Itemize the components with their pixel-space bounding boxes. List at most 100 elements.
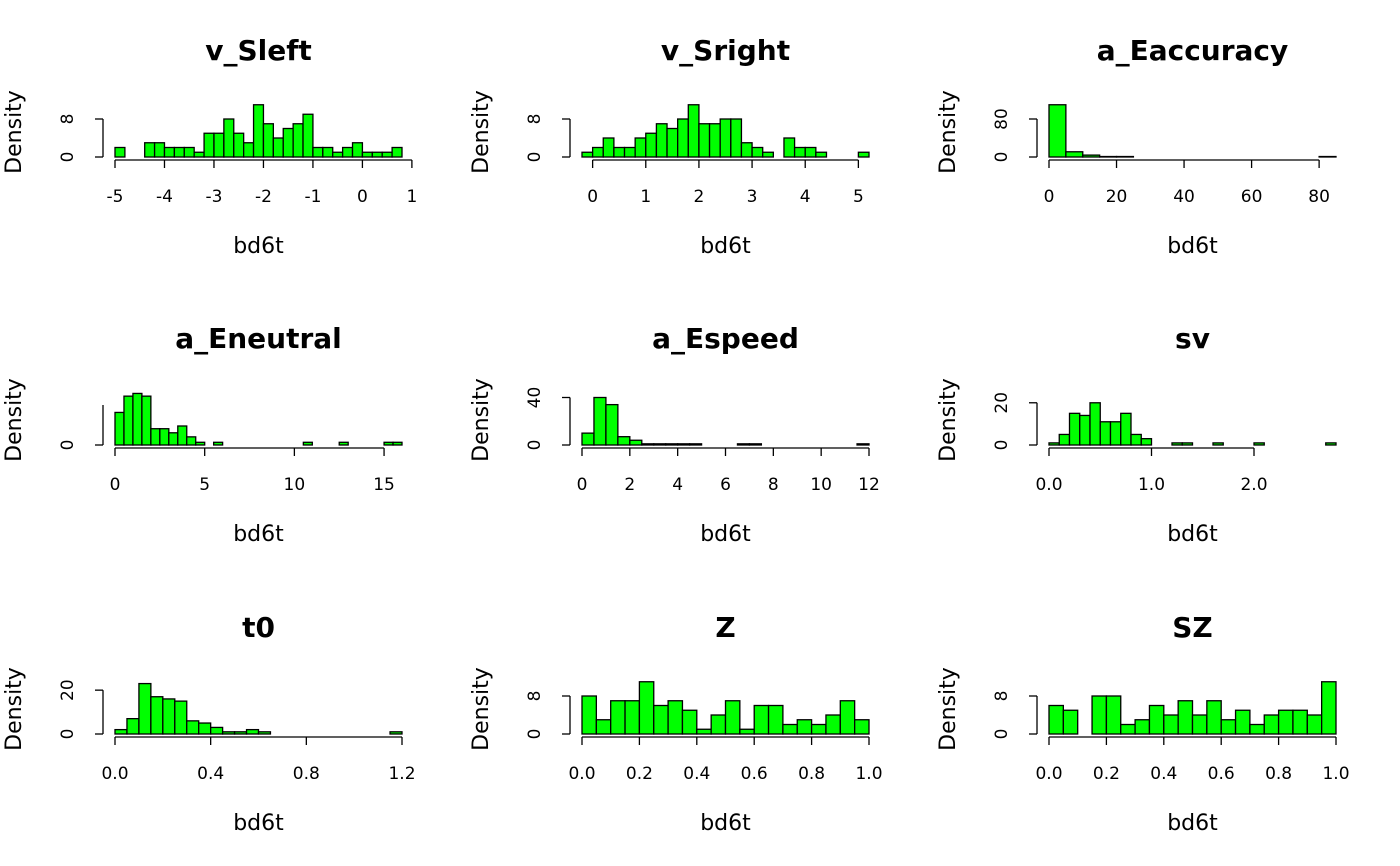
bar — [591, 146, 604, 158]
bar — [1140, 438, 1153, 446]
x-tick-label: 15 — [373, 475, 395, 495]
y-tick-label: 0 — [58, 440, 78, 451]
bar — [153, 142, 166, 158]
bar — [1068, 412, 1081, 446]
bar — [1120, 723, 1136, 735]
bar — [391, 146, 403, 158]
bar — [641, 443, 655, 446]
x-axis-label: bd6t — [233, 234, 284, 259]
y-tick-label: 8 — [992, 691, 1012, 702]
bar — [617, 436, 631, 446]
bar — [193, 151, 205, 158]
x-axis-label: bd6t — [700, 522, 751, 547]
bar — [762, 151, 774, 158]
bar — [739, 728, 755, 735]
y-tick-label: 8 — [525, 691, 545, 702]
bar — [233, 731, 248, 735]
y-axis-label: Density — [936, 378, 961, 462]
bar — [610, 700, 626, 735]
bar — [223, 118, 235, 158]
bar — [392, 441, 403, 446]
x-tick-label: 4 — [800, 187, 811, 207]
bar — [257, 731, 272, 735]
bar — [1058, 433, 1071, 446]
x-tick-label: 2 — [694, 187, 705, 207]
histogram-panel: v_Sright bd6t Density 0 1 2 3 4 5 0 8 — [469, 34, 870, 259]
y-axis-label: Density — [936, 90, 961, 174]
y-tick-label: 0 — [992, 440, 1012, 451]
panel-title: a_Eaccuracy — [1097, 34, 1289, 67]
bar — [183, 146, 195, 158]
x-tick-label: 40 — [1173, 187, 1195, 207]
x-tick-label: 8 — [768, 475, 779, 495]
bar — [825, 714, 841, 735]
bar — [341, 146, 354, 158]
bar — [195, 441, 206, 446]
bar — [252, 104, 265, 158]
x-axis-label: bd6t — [1167, 234, 1218, 259]
bar — [361, 151, 373, 158]
x-tick-label: 80 — [1308, 187, 1330, 207]
panel-title: Z — [715, 611, 735, 644]
bar — [655, 123, 668, 158]
bar — [1181, 442, 1194, 446]
x-tick-label: 10 — [284, 475, 306, 495]
bar — [719, 118, 732, 158]
bar — [381, 151, 393, 158]
bar — [696, 728, 712, 735]
x-tick-label: 2 — [624, 475, 635, 495]
bar — [740, 142, 753, 158]
x-tick-label: 0.8 — [293, 764, 320, 784]
bar — [150, 428, 161, 446]
bar — [1234, 709, 1251, 735]
bar — [623, 146, 636, 158]
bar — [292, 123, 304, 158]
histogram-panel: a_Eaccuracy bd6t Density 0 20 40 60 80 0 80 — [936, 34, 1337, 259]
x-tick-label: -3 — [205, 187, 222, 207]
x-tick-label: 0 — [357, 187, 368, 207]
bar — [163, 146, 176, 158]
bar — [198, 722, 212, 735]
bar — [322, 146, 334, 158]
x-tick-label: 6 — [720, 475, 731, 495]
bar — [1163, 714, 1179, 735]
bar — [389, 731, 403, 735]
bar — [681, 709, 698, 735]
panel-title: t0 — [242, 611, 275, 644]
bar — [1079, 414, 1091, 446]
bar — [1062, 709, 1079, 735]
bar — [629, 439, 643, 446]
bar — [804, 146, 817, 158]
x-tick-label: 5 — [199, 475, 210, 495]
bar — [1292, 709, 1308, 735]
bar — [312, 146, 324, 158]
bar — [1206, 700, 1222, 735]
bar — [210, 726, 224, 735]
bar — [767, 704, 784, 735]
bar — [302, 113, 314, 158]
x-axis-label: bd6t — [700, 234, 751, 259]
bar — [653, 443, 667, 446]
bar — [132, 392, 143, 446]
x-tick-label: 0.2 — [626, 764, 653, 784]
bar — [748, 443, 763, 446]
bar — [1130, 433, 1142, 446]
x-tick-label: 0.0 — [568, 764, 595, 784]
histogram-panel: sv bd6t Density 0.0 1.0 2.0 0 20 — [936, 322, 1337, 547]
bar — [677, 443, 691, 446]
y-tick-label: 20 — [58, 679, 78, 701]
bar — [634, 137, 647, 158]
x-axis-label: bd6t — [1167, 811, 1218, 836]
y-axis-label: Density — [936, 667, 961, 751]
y-tick-label: 8 — [58, 114, 78, 125]
bar — [302, 441, 313, 446]
x-tick-label: 0.4 — [1150, 764, 1177, 784]
bar — [1325, 442, 1337, 446]
y-axis-label: Density — [2, 90, 27, 174]
bar — [1306, 714, 1323, 735]
x-tick-label: 1.0 — [1322, 764, 1349, 784]
bar — [282, 127, 294, 158]
bar — [783, 137, 796, 158]
bar — [665, 443, 679, 446]
